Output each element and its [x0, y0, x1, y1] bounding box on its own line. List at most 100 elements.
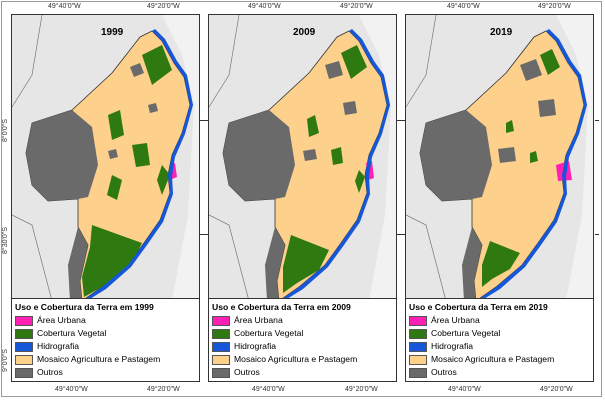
region-others-south — [265, 227, 285, 301]
lon-label-bottom-2-b: 49°20'0"W — [345, 386, 378, 393]
legend-label: Outros — [234, 367, 260, 377]
lat-tick — [200, 234, 208, 235]
land-use-map — [406, 15, 593, 302]
legend-label: Área Urbana — [234, 315, 283, 325]
region-vegetation — [506, 120, 514, 133]
lon-label-top-3-b: 49°20'0"W — [538, 3, 571, 10]
legend-swatch — [409, 368, 427, 378]
legend-title: Uso e Cobertura da Terra em 2019 — [409, 302, 548, 312]
state-border-line — [12, 214, 53, 302]
lat-tick — [595, 234, 599, 235]
legend-swatch — [409, 342, 427, 352]
region-vegetation — [307, 115, 319, 137]
state-border-line — [209, 214, 250, 302]
legend-label: Mosaico Agricultura e Pastagem — [431, 354, 555, 364]
legend-swatch — [15, 342, 33, 352]
region-others-patch — [538, 99, 556, 117]
panel-year-label: 2009 — [293, 27, 316, 38]
region-others-patch — [520, 59, 542, 81]
region-others-south — [68, 227, 88, 301]
legend-label: Área Urbana — [431, 315, 480, 325]
lon-label-top-1-a: 49°40'0"W — [48, 3, 81, 10]
map-panel-2009: 2009 Uso e Cobertura da Terra em 2009 Área… — [208, 14, 397, 382]
panel-year-label: 1999 — [101, 27, 124, 38]
lon-label-bottom-2-a: 49°40'0"W — [252, 386, 285, 393]
map-panel-2019: 2019 Uso e Cobertura da Terra em 2019 Área… — [405, 14, 594, 382]
region-vegetation — [355, 170, 365, 193]
legend-label: Outros — [431, 367, 457, 377]
region-others-patch — [343, 101, 357, 115]
ocean-area — [162, 15, 199, 301]
region-hydrography — [82, 29, 193, 302]
legend-title: Uso e Cobertura da Terra em 2009 — [212, 302, 351, 312]
legend-label: Cobertura Vegetal — [37, 328, 107, 338]
legend-title: Uso e Cobertura da Terra em 1999 — [15, 302, 154, 312]
region-others-patch — [108, 149, 118, 159]
state-border-line — [406, 15, 437, 108]
region-vegetation — [132, 143, 150, 167]
region-others-patch — [130, 63, 144, 77]
lat-tick — [397, 120, 405, 121]
legend-swatch — [15, 368, 33, 378]
region-hydrography — [279, 29, 390, 302]
lon-label-bottom-3-a: 49°40'0"W — [448, 386, 481, 393]
legend-swatch — [212, 342, 230, 352]
legend-swatch — [212, 368, 230, 378]
region-vegetation — [341, 45, 367, 79]
ocean-area — [556, 15, 593, 301]
legend-swatch — [15, 316, 33, 326]
legend-swatch — [409, 329, 427, 339]
land-use-map — [12, 15, 199, 302]
lon-label-top-2-a: 49°40'0"W — [248, 3, 281, 10]
legend: Uso e Cobertura da Terra em 1999 Área Urb… — [12, 298, 199, 381]
legend-swatch — [15, 329, 33, 339]
lon-label-bottom-3-b: 49°20'0"W — [540, 386, 573, 393]
region-others-west — [26, 110, 98, 201]
lon-label-top-1-b: 49°20'0"W — [147, 3, 180, 10]
state-border-line — [12, 15, 43, 108]
legend-label: Mosaico Agricultura e Pastagem — [234, 354, 358, 364]
region-vegetation — [482, 241, 520, 287]
legend-label: Outros — [37, 367, 63, 377]
region-others-patch — [498, 147, 516, 163]
ocean-area — [359, 15, 396, 301]
legend-swatch — [409, 316, 427, 326]
region-hydrography — [476, 29, 587, 302]
region-others-patch — [148, 103, 158, 113]
legend: Uso e Cobertura da Terra em 2019 Área Urb… — [406, 298, 593, 381]
lat-label-3: 9°0'0"S — [2, 349, 9, 372]
land-use-map — [209, 15, 396, 302]
region-vegetation — [142, 45, 172, 85]
legend-label: Área Urbana — [37, 315, 86, 325]
state-border-line — [209, 15, 240, 108]
region-vegetation — [108, 110, 124, 140]
state-border-line — [406, 214, 447, 302]
lat-tick — [595, 120, 599, 121]
region-others-south — [462, 227, 482, 301]
lon-label-bottom-1-b: 49°20'0"W — [147, 386, 180, 393]
lon-label-bottom-1-a: 49°40'0"W — [55, 386, 88, 393]
region-vegetation — [283, 235, 329, 293]
lat-label-1: 8°0'0"S — [2, 119, 9, 142]
region-others-west — [223, 110, 295, 201]
map-panel-1999: 1999 Uso e Cobertura da Terra em 1999 Área… — [11, 14, 200, 382]
lat-label-2: 8°30'0"S — [2, 227, 9, 254]
legend-label: Cobertura Vegetal — [234, 328, 304, 338]
lon-label-top-2-b: 49°20'0"W — [340, 3, 373, 10]
legend-swatch — [212, 329, 230, 339]
legend-label: Cobertura Vegetal — [431, 328, 501, 338]
region-vegetation — [107, 175, 122, 200]
legend-label: Hidrografia — [37, 341, 80, 351]
region-vegetation — [331, 147, 343, 165]
legend-swatch — [15, 355, 33, 365]
region-vegetation — [157, 165, 170, 195]
legend-swatch — [409, 355, 427, 365]
legend-label: Hidrografia — [234, 341, 277, 351]
legend-swatch — [212, 316, 230, 326]
region-vegetation — [540, 49, 560, 75]
region-others-patch — [325, 61, 343, 79]
lat-tick — [200, 120, 208, 121]
region-others-patch — [303, 149, 317, 161]
panel-year-label: 2019 — [490, 27, 513, 38]
